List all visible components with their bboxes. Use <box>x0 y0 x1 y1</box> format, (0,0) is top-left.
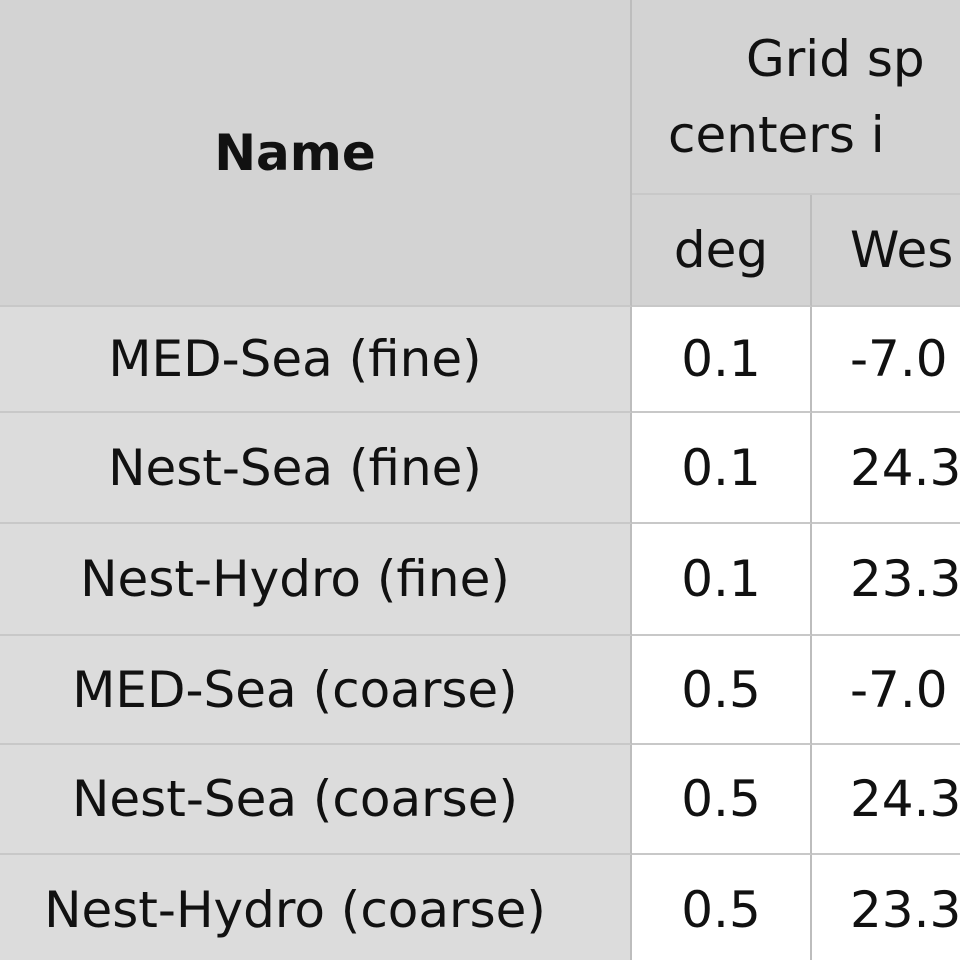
column-header: deg <box>632 195 812 307</box>
name-header: Name <box>0 0 632 307</box>
row-name: MED-Sea (coarse) <box>0 636 632 745</box>
row-name: Nest-Hydro (coarse) <box>0 855 632 960</box>
row-name: Nest-Sea (fine) <box>0 413 632 524</box>
group-header-line: centers i <box>668 105 885 164</box>
data-cell: -7.0 <box>812 307 960 413</box>
data-cell: 0.5 <box>632 745 812 855</box>
data-cell: 0.5 <box>632 855 812 960</box>
data-cell: 24.3 <box>812 413 960 524</box>
group-header-line: Grid sp <box>746 29 925 88</box>
group-header: Grid sp centers i <box>632 0 960 195</box>
row-name: Nest-Sea (coarse) <box>0 745 632 855</box>
data-cell: 0.1 <box>632 524 812 636</box>
data-cell: 0.1 <box>632 413 812 524</box>
data-cell: 23.3 <box>812 855 960 960</box>
data-cell: -7.0 <box>812 636 960 745</box>
data-cell: 0.1 <box>632 307 812 413</box>
data-cell: 0.5 <box>632 636 812 745</box>
column-header: Wes <box>812 195 960 307</box>
data-cell: 24.3 <box>812 745 960 855</box>
row-name: MED-Sea (fine) <box>0 307 632 413</box>
data-cell: 23.3 <box>812 524 960 636</box>
row-name: Nest-Hydro (fine) <box>0 524 632 636</box>
